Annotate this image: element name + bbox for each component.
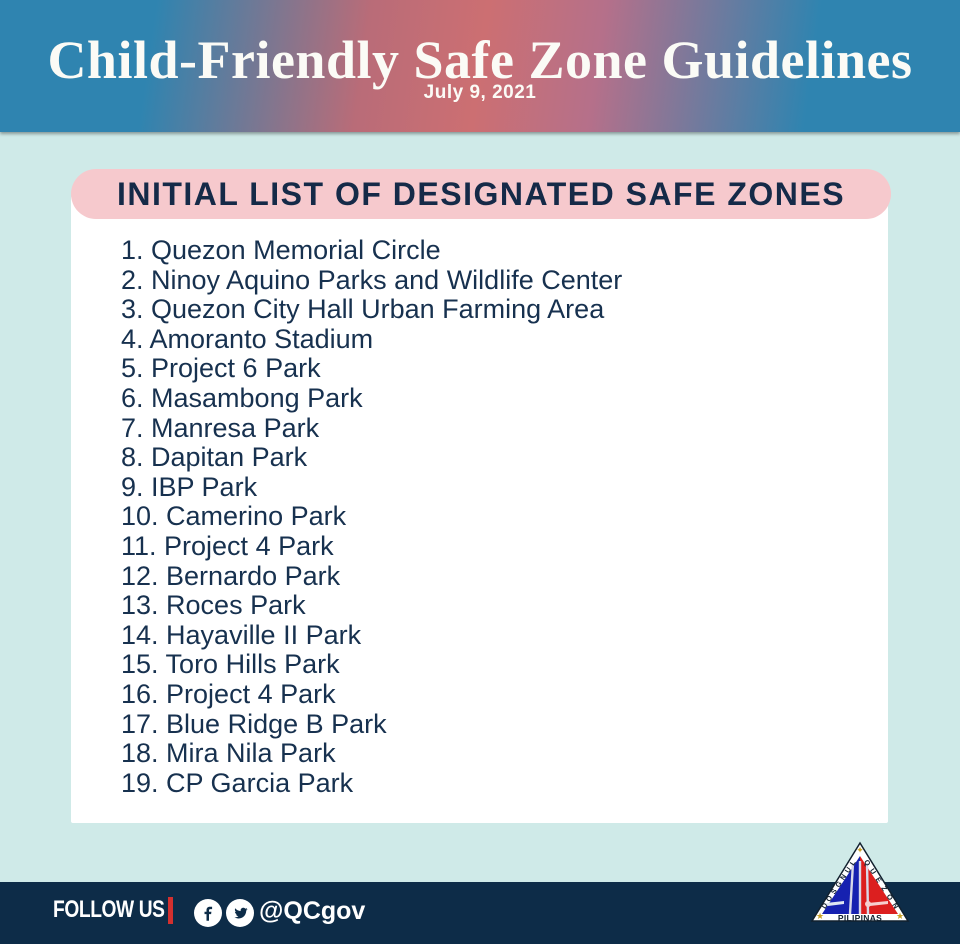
- svg-text:★: ★: [896, 911, 904, 921]
- svg-text:★: ★: [816, 911, 824, 921]
- svg-text:PILIPINAS: PILIPINAS: [838, 913, 882, 923]
- svg-text:✦: ✦: [856, 845, 864, 855]
